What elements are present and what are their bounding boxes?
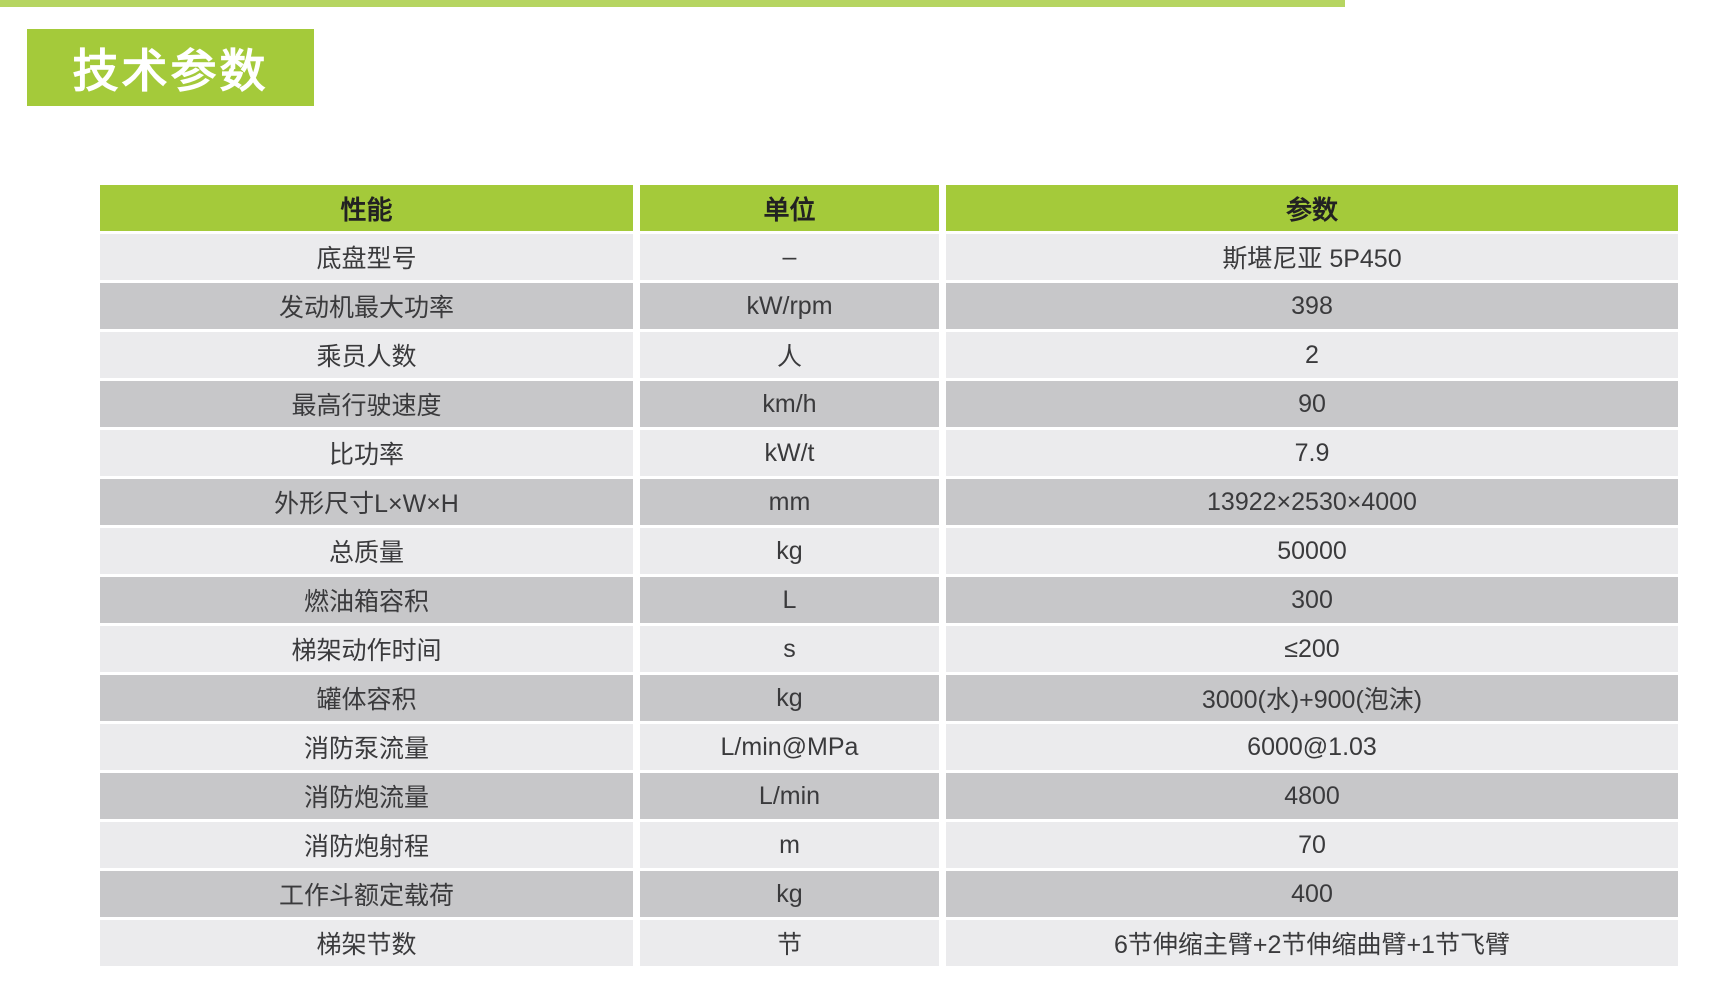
spec-name-cell: 乘员人数 [100,332,633,378]
spec-value-cell: 3000(水)+900(泡沫) [946,675,1678,721]
spec-value-cell: 300 [946,577,1678,623]
spec-unit-cell: mm [640,479,939,525]
column-header-unit: 单位 [640,185,939,231]
spec-name-cell: 发动机最大功率 [100,283,633,329]
spec-value-cell: 13922×2530×4000 [946,479,1678,525]
section-title-badge: 技术参数 [27,29,314,106]
spec-name-cell: 梯架节数 [100,920,633,966]
spec-unit-cell: 节 [640,920,939,966]
spec-name-cell: 底盘型号 [100,234,633,280]
spec-unit-cell: s [640,626,939,672]
spec-name-cell: 罐体容积 [100,675,633,721]
spec-name-cell: 燃油箱容积 [100,577,633,623]
spec-unit-cell: L [640,577,939,623]
spec-name-cell: 消防泵流量 [100,724,633,770]
spec-value-cell: 6000@1.03 [946,724,1678,770]
spec-value-cell: 4800 [946,773,1678,819]
spec-value-cell: 90 [946,381,1678,427]
spec-unit-cell: kW/rpm [640,283,939,329]
spec-unit-cell: kW/t [640,430,939,476]
spec-unit-cell: kg [640,871,939,917]
column-header-performance: 性能 [100,185,633,231]
spec-value-cell: 7.9 [946,430,1678,476]
spec-name-cell: 最高行驶速度 [100,381,633,427]
spec-value-cell: 398 [946,283,1678,329]
spec-unit-cell: kg [640,675,939,721]
spec-name-cell: 梯架动作时间 [100,626,633,672]
spec-unit-cell: 人 [640,332,939,378]
spec-unit-cell: – [640,234,939,280]
spec-name-cell: 外形尺寸L×W×H [100,479,633,525]
top-accent-strip [0,0,1345,7]
spec-value-cell: 斯堪尼亚 5P450 [946,234,1678,280]
spec-unit-cell: m [640,822,939,868]
spec-value-cell: 400 [946,871,1678,917]
spec-value-cell: 6节伸缩主臂+2节伸缩曲臂+1节飞臂 [946,920,1678,966]
spec-unit-cell: kg [640,528,939,574]
spec-value-cell: 50000 [946,528,1678,574]
spec-unit-cell: L/min [640,773,939,819]
spec-unit-cell: L/min@MPa [640,724,939,770]
spec-value-cell: ≤200 [946,626,1678,672]
spec-value-cell: 70 [946,822,1678,868]
column-header-parameter: 参数 [946,185,1678,231]
spec-name-cell: 消防炮流量 [100,773,633,819]
spec-unit-cell: km/h [640,381,939,427]
spec-table: 性能 单位 参数 底盘型号 – 斯堪尼亚 5P450 发动机最大功率 kW/rpm 398… [100,185,1678,966]
spec-name-cell: 消防炮射程 [100,822,633,868]
spec-name-cell: 比功率 [100,430,633,476]
spec-name-cell: 总质量 [100,528,633,574]
spec-value-cell: 2 [946,332,1678,378]
spec-name-cell: 工作斗额定载荷 [100,871,633,917]
